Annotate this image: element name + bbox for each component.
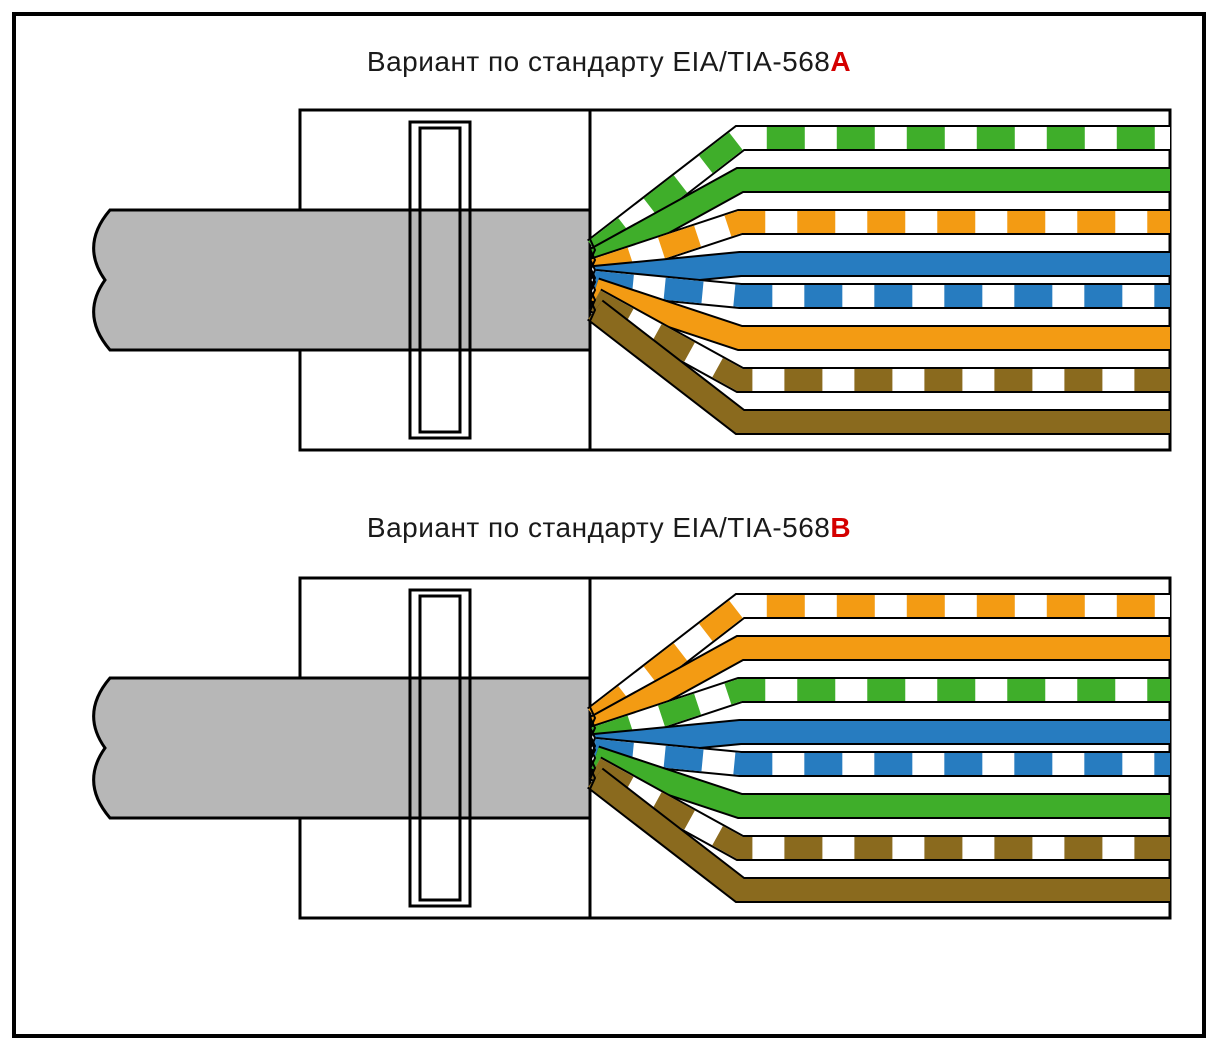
title-568b: Вариант по стандарту EIA/TIA-568B xyxy=(0,512,1218,544)
title-a-suffix: A xyxy=(830,46,851,77)
page: Вариант по стандарту EIA/TIA-568A Вариан… xyxy=(0,0,1218,1050)
title-568a: Вариант по стандарту EIA/TIA-568A xyxy=(0,46,1218,78)
title-b-prefix: Вариант по стандарту EIA/TIA-568 xyxy=(367,512,830,543)
title-a-prefix: Вариант по стандарту EIA/TIA-568 xyxy=(367,46,830,77)
connector-diagram-568a xyxy=(20,80,1190,480)
title-b-suffix: B xyxy=(830,512,851,543)
connector-diagram-568b xyxy=(20,548,1190,948)
